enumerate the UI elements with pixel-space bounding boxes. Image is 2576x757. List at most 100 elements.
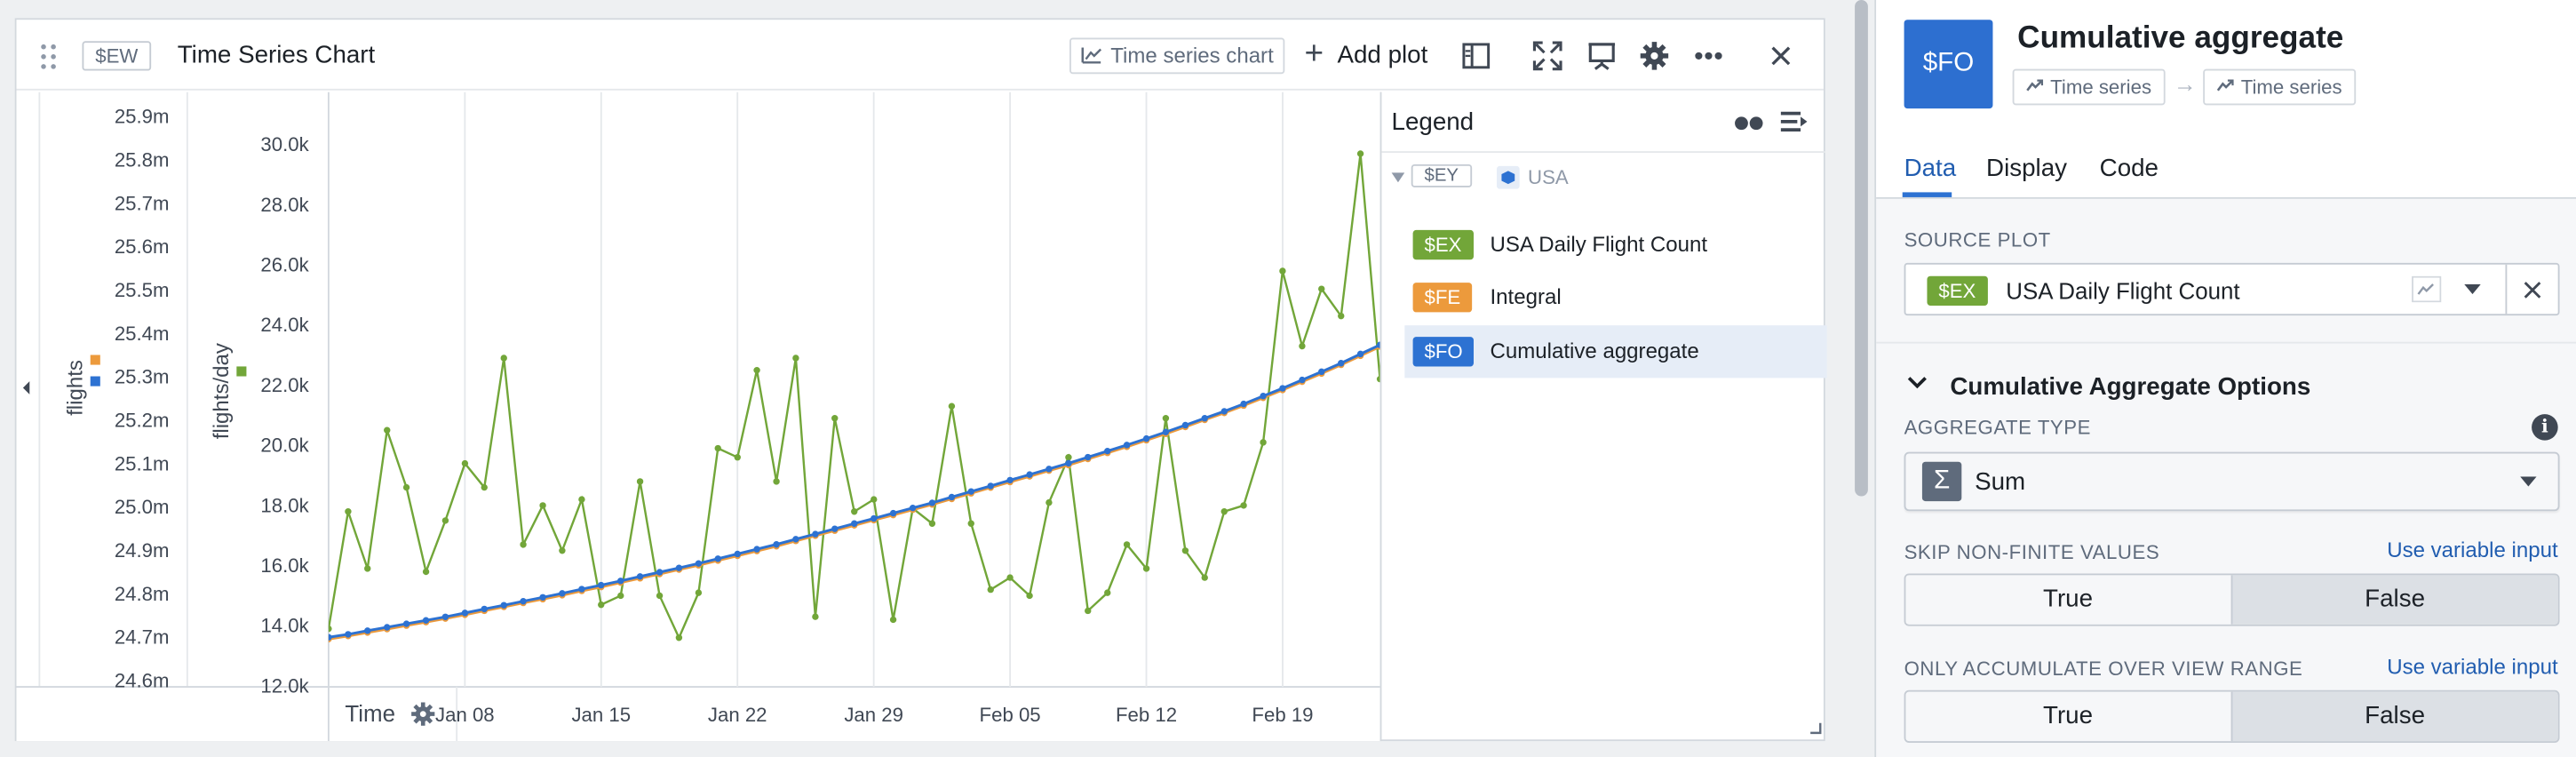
series-point-0[interactable] — [617, 592, 624, 600]
series-point-0[interactable] — [792, 355, 799, 362]
series-point-0[interactable] — [1376, 375, 1380, 383]
series-point-0[interactable] — [773, 478, 780, 485]
series-point-0[interactable] — [812, 613, 819, 620]
series-point-0[interactable] — [1260, 439, 1267, 446]
series-point-0[interactable] — [987, 586, 994, 594]
aggregate-type-select[interactable]: Σ Sum — [1904, 451, 2560, 512]
series-point-2[interactable] — [909, 504, 917, 512]
series-point-2[interactable] — [1104, 447, 1111, 455]
tab-display[interactable]: Display — [1986, 154, 2068, 183]
series-point-0[interactable] — [695, 589, 703, 596]
series-point-0[interactable] — [539, 502, 546, 509]
series-point-0[interactable] — [1104, 589, 1111, 596]
series-point-2[interactable] — [325, 633, 332, 641]
series-point-2[interactable] — [461, 610, 469, 617]
series-point-0[interactable] — [481, 483, 488, 491]
series-point-0[interactable] — [345, 508, 352, 515]
series-point-2[interactable] — [987, 482, 994, 490]
legend-item-flight-count[interactable]: $EX USA Daily Flight Count — [1404, 219, 1826, 271]
series-point-0[interactable] — [500, 355, 507, 362]
series-point-2[interactable] — [831, 525, 839, 532]
series-point-2[interactable] — [636, 573, 644, 580]
series-point-2[interactable] — [1376, 341, 1380, 348]
series-point-0[interactable] — [928, 520, 936, 527]
series-point-0[interactable] — [325, 625, 332, 633]
series-point-0[interactable] — [714, 444, 721, 452]
series-point-2[interactable] — [539, 594, 546, 601]
legend-menu-icon[interactable] — [1779, 110, 1809, 133]
series-point-2[interactable] — [812, 530, 819, 538]
series-point-0[interactable] — [1181, 547, 1189, 554]
series-point-2[interactable] — [1240, 400, 1247, 408]
series-point-0[interactable] — [871, 496, 878, 503]
tab-code[interactable]: Code — [2099, 154, 2159, 183]
clear-source-icon[interactable] — [2507, 265, 2557, 314]
series-point-2[interactable] — [364, 627, 371, 634]
series-point-0[interactable] — [422, 568, 430, 576]
series-point-2[interactable] — [792, 536, 799, 543]
series-point-0[interactable] — [967, 520, 974, 527]
time-series-chart[interactable]: 25.9m 25.8m 25.7m 25.6m 25.5m 25.4m 25.3m 25.2m… — [16, 92, 1380, 742]
series-point-2[interactable] — [1162, 428, 1170, 435]
chart-area[interactable]: 25.9m 25.8m 25.7m 25.6m 25.5m 25.4m 25.3m 25.2m… — [16, 92, 1380, 742]
close-icon[interactable] — [1763, 38, 1800, 75]
chart-title[interactable]: Time Series Chart — [177, 41, 376, 69]
series-point-0[interactable] — [461, 459, 469, 467]
scrollbar-track[interactable] — [1848, 0, 1875, 757]
series-point-0[interactable] — [636, 478, 644, 485]
series-point-2[interactable] — [1356, 350, 1364, 358]
series-point-2[interactable] — [1299, 376, 1306, 384]
series-point-0[interactable] — [578, 496, 585, 503]
series-point-0[interactable] — [364, 565, 371, 572]
series-point-2[interactable] — [500, 602, 507, 609]
caret-down-icon[interactable] — [1391, 172, 1405, 183]
series-point-0[interactable] — [384, 426, 391, 434]
series-point-0[interactable] — [1046, 498, 1053, 506]
info-icon[interactable]: i — [2532, 414, 2558, 441]
series-point-2[interactable] — [384, 624, 391, 631]
series-point-2[interactable] — [520, 598, 527, 605]
series-point-2[interactable] — [1338, 360, 1345, 367]
series-point-2[interactable] — [734, 550, 741, 558]
series-point-2[interactable] — [1260, 393, 1267, 400]
series-point-0[interactable] — [1240, 502, 1247, 509]
series-point-2[interactable] — [851, 520, 858, 527]
series-point-0[interactable] — [441, 517, 449, 524]
series-point-0[interactable] — [1162, 414, 1170, 422]
series-point-0[interactable] — [598, 601, 605, 609]
series-point-2[interactable] — [422, 617, 430, 624]
series-point-2[interactable] — [656, 569, 664, 576]
skip-true-button[interactable]: True — [1905, 575, 2232, 625]
options-section-toggle[interactable]: Cumulative Aggregate Options — [1904, 373, 2310, 401]
series-line-2[interactable] — [328, 297, 1380, 639]
series-point-0[interactable] — [1085, 607, 1092, 615]
series-point-0[interactable] — [831, 414, 839, 422]
series-point-2[interactable] — [441, 613, 449, 621]
series-point-0[interactable] — [656, 592, 664, 600]
series-point-2[interactable] — [753, 546, 760, 553]
series-point-2[interactable] — [481, 605, 488, 613]
series-point-2[interactable] — [967, 488, 974, 495]
series-point-0[interactable] — [851, 508, 858, 515]
series-point-2[interactable] — [1085, 453, 1092, 461]
series-point-0[interactable] — [1065, 454, 1072, 461]
series-point-2[interactable] — [1123, 442, 1131, 449]
series-point-0[interactable] — [1026, 592, 1033, 600]
series-point-2[interactable] — [1279, 385, 1286, 392]
series-point-2[interactable] — [695, 560, 703, 567]
series-point-0[interactable] — [559, 547, 566, 554]
series-point-0[interactable] — [1220, 508, 1228, 515]
series-point-2[interactable] — [1318, 368, 1325, 376]
accumulate-false-button[interactable]: False — [2231, 691, 2558, 742]
caret-down-icon[interactable] — [2453, 265, 2492, 314]
series-point-0[interactable] — [1318, 285, 1325, 292]
series-point-0[interactable] — [1338, 312, 1345, 320]
series-point-0[interactable] — [889, 616, 897, 624]
series-point-0[interactable] — [753, 366, 760, 374]
series-point-2[interactable] — [402, 620, 410, 627]
series-point-2[interactable] — [578, 586, 585, 593]
source-plot-select[interactable]: $EX USA Daily Flight Count — [1904, 262, 2560, 316]
scrollbar-thumb[interactable] — [1855, 0, 1868, 497]
series-point-0[interactable] — [734, 454, 741, 461]
series-point-2[interactable] — [559, 590, 566, 597]
